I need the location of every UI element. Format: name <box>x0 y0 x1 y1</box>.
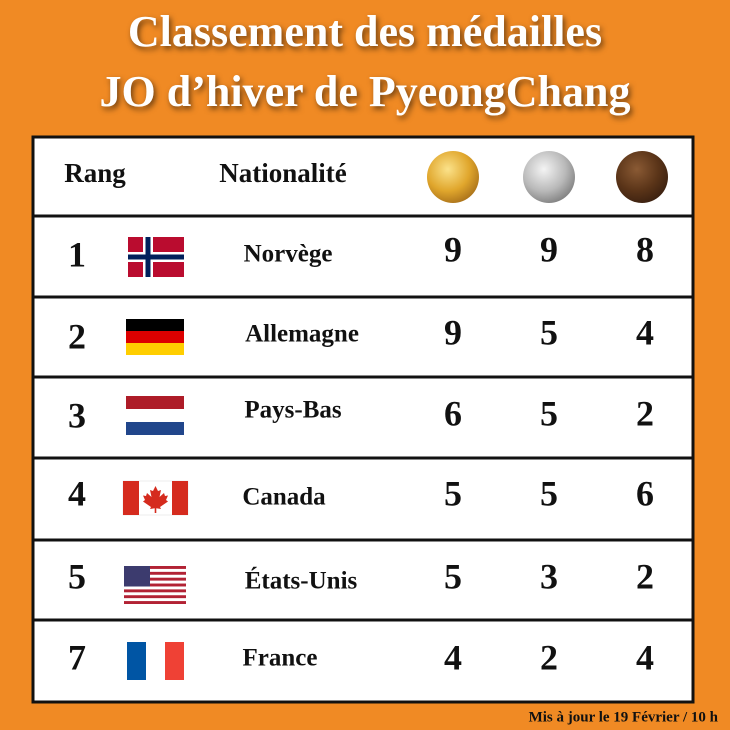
rank: 7 <box>68 637 86 677</box>
flag-germany <box>126 319 184 355</box>
bronze-count: 4 <box>636 637 654 677</box>
rank: 5 <box>68 556 86 596</box>
flag-france <box>127 642 184 680</box>
silver-count: 2 <box>540 637 558 677</box>
country-name: Pays-Bas <box>244 397 342 424</box>
country-name: Norvège <box>244 241 333 268</box>
silver-count: 5 <box>540 393 558 433</box>
gold-count: 5 <box>444 556 462 596</box>
rank: 2 <box>68 316 86 356</box>
title-line-1: Classement des médailles <box>128 7 602 56</box>
flag-canada <box>122 480 189 516</box>
gold-count: 4 <box>444 637 462 677</box>
silver-medal-icon <box>523 151 575 203</box>
country-name: États-Unis <box>245 567 358 595</box>
gold-count: 9 <box>444 229 462 269</box>
bronze-count: 2 <box>636 393 654 433</box>
update-note: Mis à jour le 19 Février / 10 h <box>529 709 719 725</box>
flag-usa <box>124 566 186 604</box>
country-name: France <box>243 645 318 672</box>
gold-count: 6 <box>444 393 462 433</box>
title-line-2: JO d’hiver de PyeongChang <box>100 67 631 116</box>
silver-count: 9 <box>540 229 558 269</box>
bronze-medal-icon <box>616 151 668 203</box>
silver-count: 5 <box>540 312 558 352</box>
gold-medal-icon <box>427 151 479 203</box>
rank: 4 <box>68 473 86 513</box>
country-name: Canada <box>242 484 326 511</box>
country-name: Allemagne <box>245 321 359 348</box>
flag-netherlands <box>126 396 184 435</box>
bronze-count: 2 <box>636 556 654 596</box>
flag-norway <box>128 237 184 277</box>
gold-count: 9 <box>444 312 462 352</box>
column-header: Rang <box>64 158 126 188</box>
bronze-count: 6 <box>636 473 654 513</box>
bronze-count: 4 <box>636 312 654 352</box>
silver-count: 3 <box>540 556 558 596</box>
bronze-count: 8 <box>636 229 654 269</box>
gold-count: 5 <box>444 473 462 513</box>
rank: 1 <box>68 234 86 274</box>
silver-count: 5 <box>540 473 558 513</box>
column-header: Nationalité <box>219 158 347 188</box>
rank: 3 <box>68 395 86 435</box>
